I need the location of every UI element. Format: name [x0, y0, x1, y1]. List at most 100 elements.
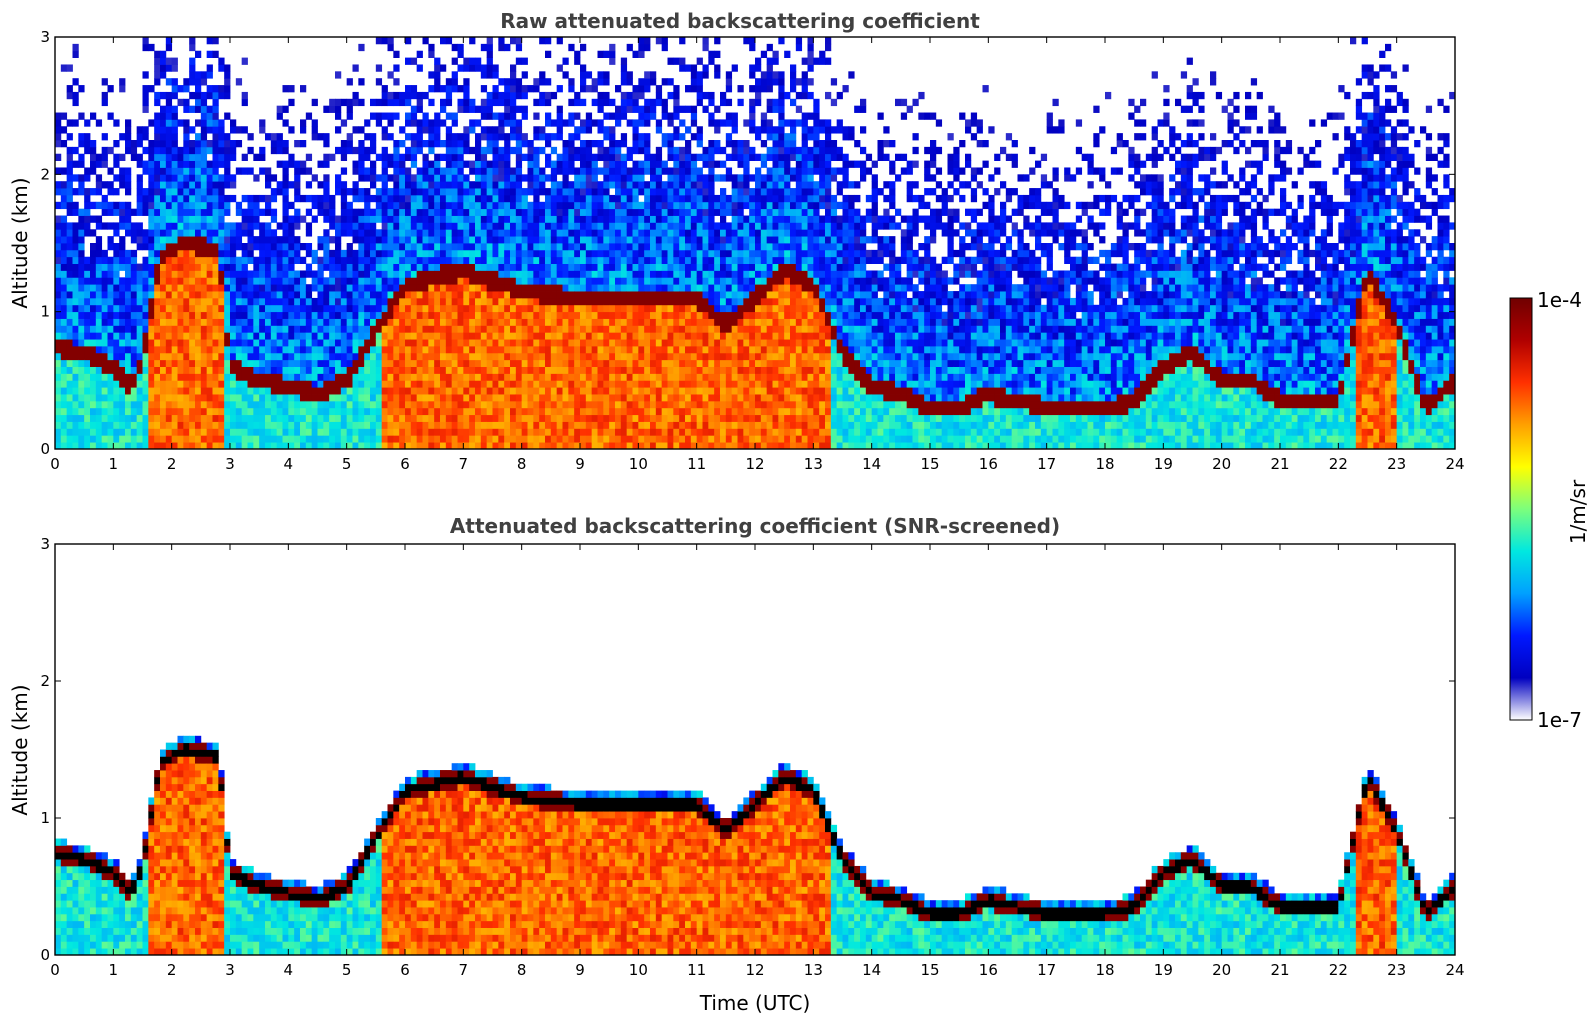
heatmap-cell [119, 256, 126, 264]
heatmap-cell [486, 421, 493, 429]
heatmap-cell [410, 229, 418, 237]
heatmap-cell [288, 126, 295, 134]
heatmap-cell [597, 50, 604, 58]
heatmap-cell [60, 325, 68, 333]
heatmap-cell [405, 414, 412, 422]
heatmap-cell [311, 304, 318, 313]
heatmap-cell [72, 400, 79, 409]
heatmap-cell [358, 215, 365, 223]
heatmap-cell [224, 442, 231, 450]
heatmap-cell [381, 243, 388, 251]
heatmap-cell [218, 153, 225, 161]
heatmap-cell [504, 407, 511, 416]
heatmap-cell [638, 297, 645, 306]
heatmap-cell [620, 325, 628, 333]
heatmap-cell [90, 270, 97, 278]
heatmap-cell [644, 284, 651, 292]
heatmap-cell [276, 133, 283, 141]
heatmap-cell [282, 400, 289, 409]
heatmap-cell [405, 263, 412, 271]
heatmap-cell [90, 140, 97, 148]
heatmap-cell [480, 263, 488, 271]
heatmap-cell [375, 346, 383, 354]
heatmap-cell [78, 387, 85, 395]
heatmap-cell [136, 421, 143, 429]
heatmap-cell [381, 167, 388, 175]
heatmap-cell [195, 291, 202, 299]
heatmap-cell [101, 201, 108, 210]
heatmap-cell [177, 428, 184, 436]
heatmap-cell [200, 325, 208, 333]
heatmap-cell [288, 270, 295, 278]
heatmap-cell [165, 37, 173, 45]
heatmap-cell [375, 325, 383, 333]
heatmap-cell [562, 380, 569, 388]
heatmap-cell [113, 442, 120, 450]
heatmap-cell [253, 194, 260, 203]
heatmap-cell [259, 167, 266, 175]
heatmap-cell [323, 373, 330, 381]
heatmap-cell [160, 407, 167, 416]
heatmap-cell [615, 414, 622, 422]
heatmap-cell [626, 105, 633, 113]
heatmap-cell [562, 57, 569, 65]
heatmap-cell [381, 91, 388, 100]
heatmap-cell [480, 215, 488, 223]
heatmap-cell [136, 153, 143, 161]
heatmap-cell [521, 428, 528, 436]
heatmap-cell [230, 435, 237, 443]
heatmap-cell [148, 352, 155, 361]
heatmap-cell [445, 140, 453, 148]
heatmap-cell [177, 291, 184, 299]
heatmap-cell [183, 400, 190, 409]
heatmap-cell [562, 387, 569, 395]
heatmap-cell [189, 243, 196, 251]
heatmap-cell [650, 194, 657, 203]
heatmap-cell [655, 325, 663, 333]
heatmap-cell [650, 339, 657, 347]
heatmap-cell [358, 270, 365, 278]
heatmap-cell [95, 380, 103, 388]
heatmap-cell [422, 311, 429, 319]
heatmap-cell [200, 112, 208, 120]
heatmap-cell [364, 215, 371, 223]
heatmap-cell [253, 304, 260, 313]
heatmap-cell [370, 373, 377, 381]
heatmap-cell [556, 277, 563, 285]
heatmap-cell [346, 270, 353, 278]
heatmap-cell [609, 236, 616, 244]
heatmap-cell [171, 366, 178, 374]
heatmap-cell [492, 201, 499, 210]
heatmap-cell [317, 407, 324, 416]
heatmap-cell [393, 380, 400, 388]
heatmap-cell [387, 442, 394, 450]
heatmap-cell [620, 236, 628, 244]
heatmap-cell [66, 146, 73, 155]
heatmap-cell [510, 71, 517, 79]
heatmap-cell [603, 291, 610, 299]
heatmap-cell [585, 256, 593, 264]
heatmap-cell [387, 153, 394, 161]
heatmap-cell [200, 126, 208, 134]
heatmap-cell [405, 57, 412, 65]
heatmap-cell [130, 421, 138, 429]
heatmap-cell [603, 297, 610, 306]
heatmap-cell [615, 188, 622, 196]
heatmap-cell [218, 249, 225, 258]
heatmap-cell [405, 146, 412, 155]
heatmap-cell [440, 373, 447, 381]
heatmap-cell [177, 407, 184, 416]
heatmap-cell [90, 304, 97, 313]
heatmap-cell [545, 428, 552, 436]
heatmap-cell [259, 119, 266, 127]
heatmap-cell [609, 442, 616, 450]
heatmap-cell [405, 208, 412, 216]
heatmap-cell [428, 297, 435, 306]
heatmap-cell [638, 201, 645, 210]
heatmap-cell [387, 407, 394, 416]
heatmap-cell [591, 325, 598, 333]
heatmap-cell [235, 222, 243, 230]
heatmap-cell [399, 229, 406, 237]
heatmap-cell [136, 236, 143, 244]
heatmap-cell [457, 346, 464, 354]
